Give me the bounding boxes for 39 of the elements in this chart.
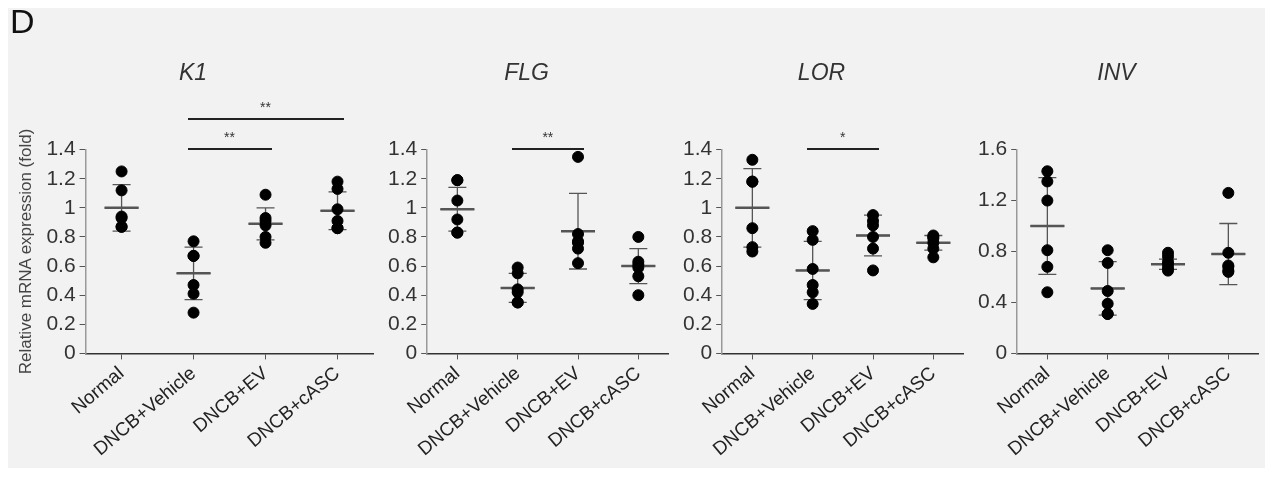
y-tick-label: 1.6 [977, 136, 1008, 160]
y-tick-label: 1.2 [682, 165, 713, 189]
y-tick-label: 0 [700, 340, 713, 364]
y-tick-label: 0.4 [682, 281, 713, 305]
y-tick-label: 0.2 [46, 311, 76, 335]
y-tick-label: 0.6 [46, 252, 76, 276]
y-tick-label: 0.6 [387, 252, 418, 276]
y-tick-label: 1 [63, 194, 76, 218]
y-tick-label: 0.4 [977, 289, 1008, 313]
chart-title: LOR [797, 59, 846, 86]
significance-bracket: * [806, 129, 879, 150]
y-tick-label: 0 [63, 340, 76, 364]
y-tick-label: 0 [995, 340, 1008, 364]
significance-bracket: ** [187, 129, 272, 150]
y-tick-label: 1.2 [977, 187, 1008, 211]
chart-title: K1 [178, 59, 208, 86]
chart-title: INV [1097, 59, 1139, 86]
y-tick-label: 1.2 [46, 165, 76, 189]
y-tick-label: 1.4 [387, 136, 418, 160]
y-tick-label: 0.6 [682, 252, 713, 276]
y-tick-label: 0.4 [46, 281, 76, 305]
y-tick-label: 1.4 [682, 136, 713, 160]
y-tick-label: 0.8 [977, 238, 1008, 262]
y-tick-label: 1 [700, 194, 713, 218]
y-tick-label: 0 [405, 340, 418, 364]
significance-bracket: ** [511, 129, 584, 150]
y-tick-label: 0.8 [682, 223, 713, 247]
text: D [10, 2, 35, 41]
y-tick-label: 0.2 [682, 311, 713, 335]
chart-title: FLG [504, 59, 549, 86]
y-tick-label: 0.4 [387, 281, 418, 305]
significance-bracket: ** [187, 99, 344, 120]
y-tick-label: 1 [405, 194, 418, 218]
y-tick-label: 1.2 [387, 165, 418, 189]
y-tick-label: 0.2 [387, 311, 418, 335]
y-tick-label: 0.8 [46, 223, 76, 247]
y-tick-label: 0.8 [387, 223, 418, 247]
y-axis-title: Relative mRNA expression (fold) [15, 128, 35, 375]
y-tick-label: 1.4 [46, 136, 76, 160]
